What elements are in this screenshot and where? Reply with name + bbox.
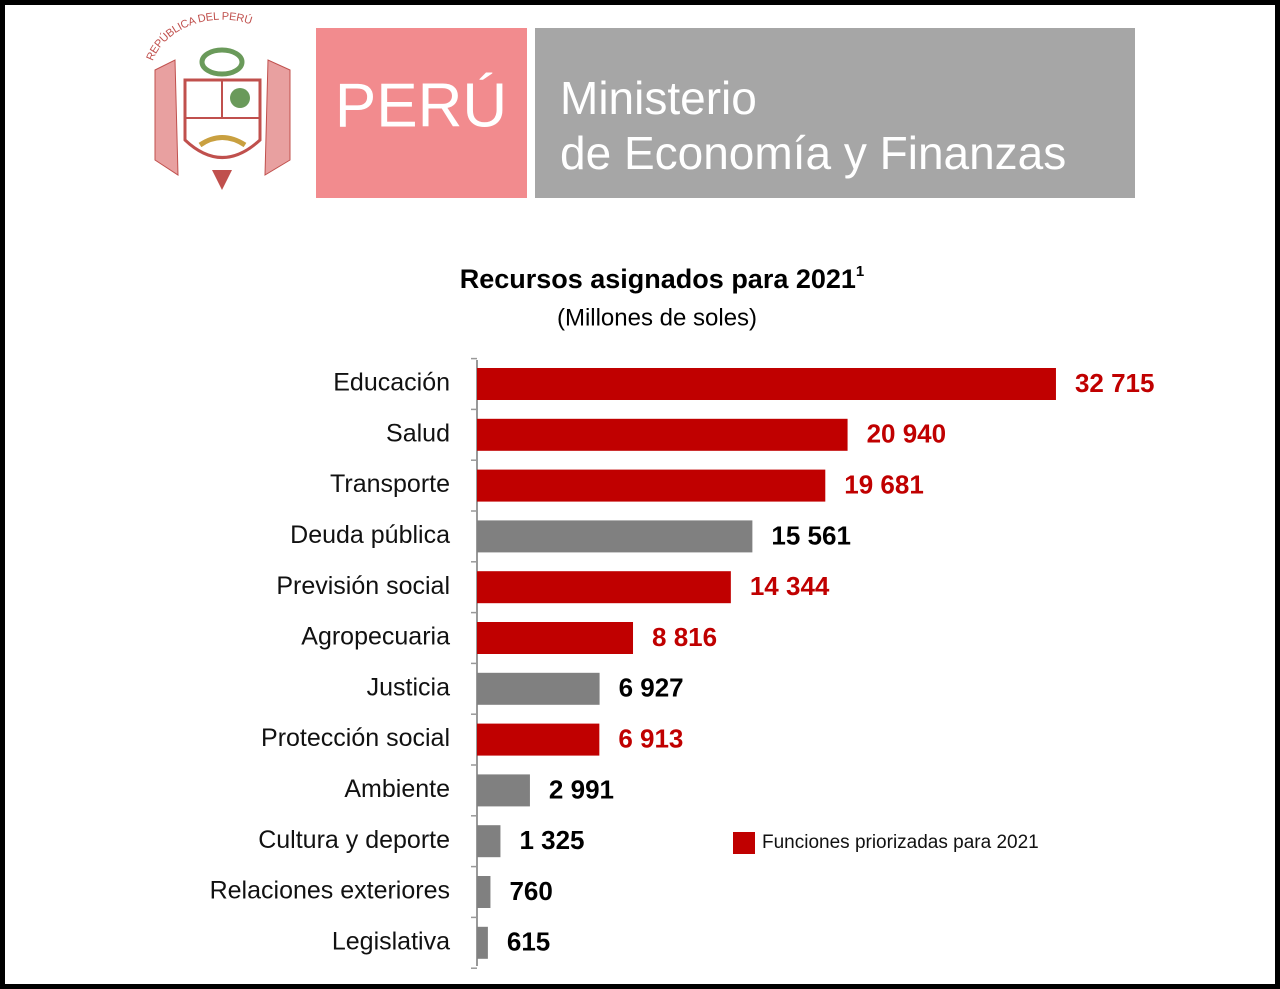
chart-title: Recursos asignados para 20211 [460,263,865,294]
category-label: Protección social [261,724,450,752]
bar [477,571,731,604]
value-label: 615 [507,927,550,957]
value-label: 6 913 [618,723,683,753]
country-name: PERÚ [335,71,507,140]
bar [477,774,530,807]
title-text: Recursos asignados para 2021 [460,264,856,294]
bar [477,672,600,705]
bar [477,368,1056,400]
chart-subtitle: (Millones de soles) [557,304,757,331]
value-label: 20 940 [867,419,947,449]
value-label: 32 715 [1075,368,1155,398]
value-label: 19 681 [844,469,924,499]
bar [477,469,826,502]
category-label: Justicia [367,673,450,701]
title-note: 1 [856,263,864,280]
category-label: Relaciones exteriores [210,877,450,905]
ministry-line2: de Economía y Finanzas [560,127,1066,179]
bar [477,418,848,451]
category-label: Legislativa [332,927,450,955]
ministry-box [535,28,1135,198]
country-box [316,28,527,198]
category-label: Educación [333,369,450,397]
category-label: Cultura y deporte [258,826,450,854]
bar [477,723,600,756]
value-label: 2 991 [549,774,614,804]
category-label: Transporte [330,470,450,498]
bar [477,825,501,858]
category-label: Deuda pública [290,521,450,549]
value-label: 1 325 [519,825,584,855]
value-label: 14 344 [750,571,830,601]
category-label: Previsión social [276,572,450,600]
value-label: 15 561 [771,520,851,550]
value-label: 8 816 [652,622,717,652]
category-label: Ambiente [344,775,450,803]
bar [477,926,488,959]
legend-label: Funciones priorizadas para 2021 [762,832,1039,853]
category-label: Salud [386,419,450,447]
bar [477,876,491,908]
legend-swatch [733,832,755,854]
value-label: 6 927 [619,673,684,703]
category-label: Agropecuaria [301,623,450,651]
ministry-line1: Ministerio [560,72,757,124]
bar [477,520,753,553]
value-label: 760 [509,876,552,906]
bar [477,622,634,654]
